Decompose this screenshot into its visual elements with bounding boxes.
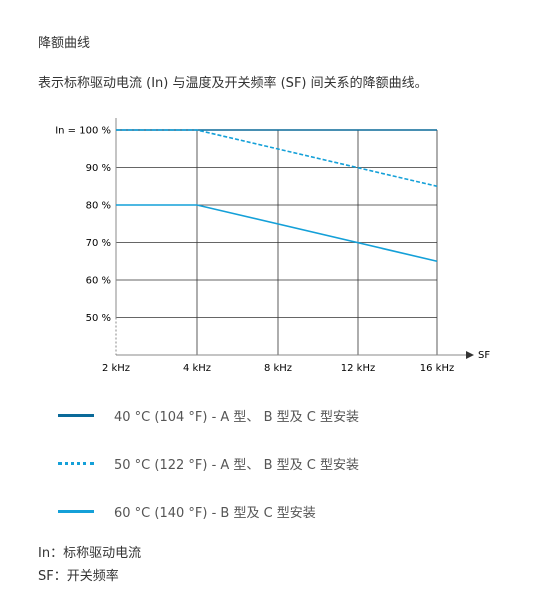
series-line-2 (116, 129, 438, 188)
y-tick-label-90: 90 % (86, 163, 111, 174)
tick-labels: 50 % 60 % 70 % 80 % 90 % In = 100 % 2 kHz 4 kHz… (55, 126, 490, 375)
x-tick-label-12: 12 kHz (341, 363, 375, 374)
x-tick-label-16: 16 kHz (420, 363, 454, 374)
x-tick-label-8: 8 kHz (264, 363, 292, 374)
legend-label-1: 40 °C (104 °F) - A 型、 B 型及 C 型安装 (114, 409, 359, 425)
legend-item-3: 60 °C (140 °F) - B 型及 C 型安装 (58, 501, 316, 521)
series-line-3 (116, 204, 438, 263)
legend-swatch-2 (58, 461, 94, 465)
legend-label-2: 50 °C (122 °F) - A 型、 B 型及 C 型安装 (114, 457, 359, 473)
legend-swatch-1 (58, 413, 94, 417)
x-tick-label-2: 2 kHz (102, 363, 130, 374)
legend-swatch-3 (58, 509, 94, 513)
derating-chart: 50 % 60 % 70 % 80 % 90 % In = 100 % 2 kHz 4 kHz… (55, 118, 490, 375)
legend-label-3: 60 °C (140 °F) - B 型及 C 型安装 (114, 505, 316, 521)
section-heading: 降额曲线 (38, 36, 91, 51)
chart-description: 表示标称驱动电流 (In) 与温度及开关频率 (SF) 间关系的降额曲线。 (38, 76, 428, 91)
y-tick-label-70: 70 % (86, 238, 111, 249)
grid-lines (116, 129, 438, 355)
note-in: In：标称驱动电流 (38, 546, 142, 561)
y-tick-label-60: 60 % (86, 276, 111, 287)
x-axis-label: SF (478, 350, 490, 361)
axes (115, 118, 474, 359)
y-tick-label-50: 50 % (86, 313, 111, 324)
x-axis-arrow (466, 351, 474, 359)
legend-item-2: 50 °C (122 °F) - A 型、 B 型及 C 型安装 (58, 453, 359, 473)
y-tick-label-100: In = 100 % (55, 126, 111, 137)
series-lines (116, 129, 438, 263)
note-sf: SF：开关频率 (38, 569, 119, 584)
x-tick-label-4: 4 kHz (183, 363, 211, 374)
y-tick-label-80: 80 % (86, 201, 111, 212)
notes: In：标称驱动电流 SF：开关频率 (38, 542, 141, 588)
legend-item-1: 40 °C (104 °F) - A 型、 B 型及 C 型安装 (58, 405, 359, 425)
